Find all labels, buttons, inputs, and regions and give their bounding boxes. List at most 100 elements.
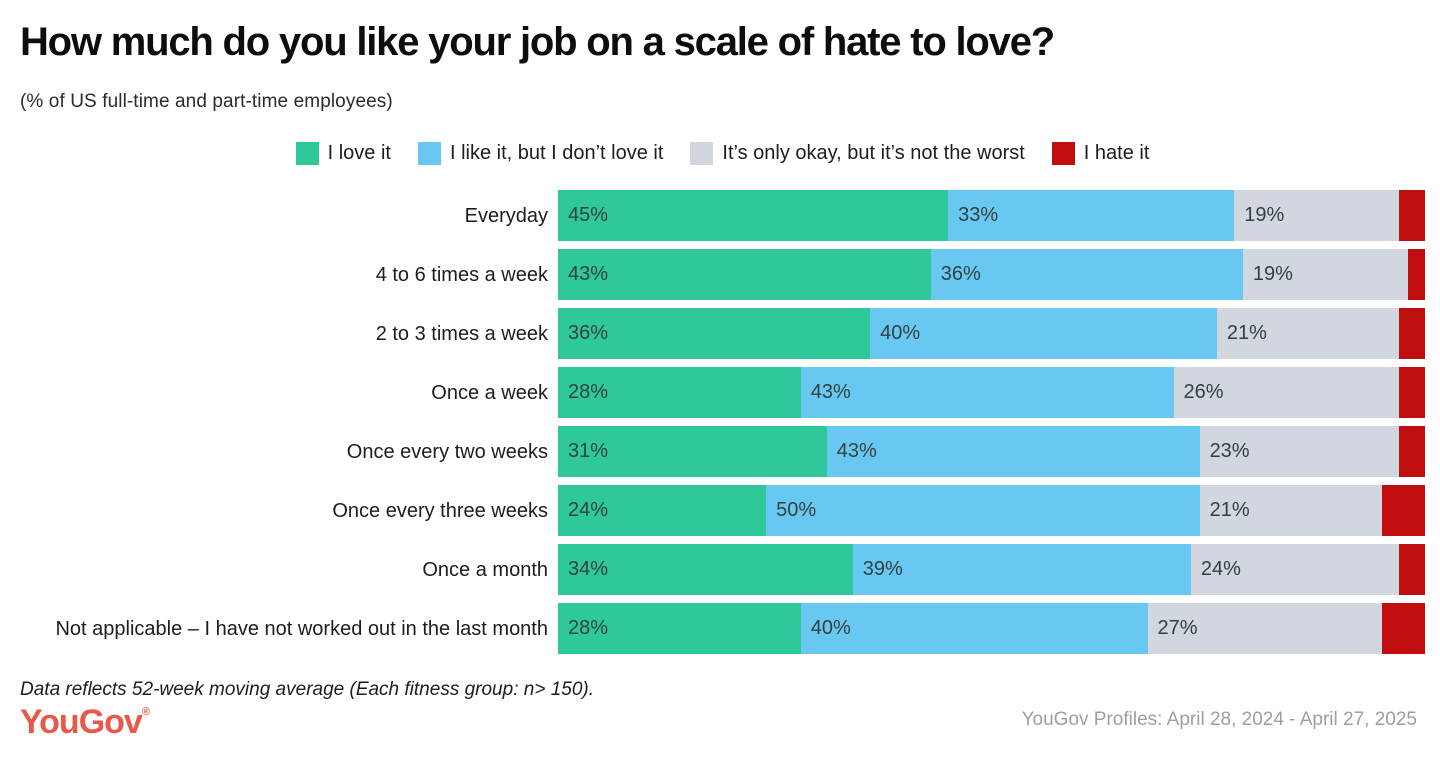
bar-segment-only-okay: 24% bbox=[1190, 544, 1399, 595]
chart-row: Once every two weeks 31% 43% 23% bbox=[20, 426, 1425, 477]
category-label: Once every two weeks bbox=[346, 440, 548, 463]
bar-segment-hate-it bbox=[1398, 426, 1425, 477]
yougov-logo: YouGov® bbox=[20, 703, 150, 741]
bar-value-label: 34% bbox=[568, 558, 609, 580]
bar-segment-hate-it bbox=[1398, 308, 1425, 359]
bar-value-label: 28% bbox=[568, 617, 609, 639]
bar-segment-hate-it bbox=[1398, 190, 1425, 241]
legend: I love it I like it, but I don’t love it… bbox=[20, 142, 1425, 165]
legend-swatch-like-it bbox=[417, 142, 441, 165]
legend-swatch-only-okay bbox=[690, 142, 714, 165]
bar-value-label: 40% bbox=[880, 322, 921, 344]
bar-segment-like-it: 43% bbox=[800, 367, 1174, 418]
category-label: Once a month bbox=[422, 558, 548, 581]
bar-segment-love-it: 24% bbox=[558, 485, 767, 536]
category-label: 4 to 6 times a week bbox=[375, 263, 548, 286]
bar-segment-love-it: 28% bbox=[558, 603, 801, 654]
legend-swatch-love-it bbox=[295, 142, 319, 165]
bar-value-label: 27% bbox=[1157, 617, 1198, 639]
bar-value-label: 45% bbox=[568, 204, 609, 226]
source-text: YouGov Profiles: April 28, 2024 - April … bbox=[1021, 709, 1417, 730]
category-label: 2 to 3 times a week bbox=[375, 322, 548, 345]
chart-row: Once a month 34% 39% 24% bbox=[20, 544, 1425, 595]
bar-value-label: 43% bbox=[810, 381, 851, 403]
bar-segment-like-it: 40% bbox=[870, 308, 1217, 359]
bar-value-label: 28% bbox=[568, 381, 609, 403]
stacked-bar: 43% 36% 19% bbox=[558, 249, 1425, 300]
legend-item-only-okay: It’s only okay, but it’s not the worst bbox=[690, 142, 1025, 165]
legend-item-hate-it: I hate it bbox=[1051, 142, 1150, 165]
bar-segment-like-it: 40% bbox=[800, 603, 1148, 654]
footnote: Data reflects 52-week moving average (Ea… bbox=[20, 679, 594, 700]
bar-segment-only-okay: 19% bbox=[1242, 249, 1408, 300]
bar-value-label: 21% bbox=[1209, 499, 1250, 521]
bar-value-label: 33% bbox=[958, 204, 999, 226]
stacked-bar: 45% 33% 19% bbox=[558, 190, 1425, 241]
footer: YouGov® YouGov Profiles: April 28, 2024 … bbox=[20, 705, 1425, 739]
bar-value-label: 19% bbox=[1244, 204, 1285, 226]
chart-row: Not applicable – I have not worked out i… bbox=[20, 603, 1425, 654]
bar-segment-only-okay: 27% bbox=[1147, 603, 1382, 654]
stacked-bar: 28% 43% 26% bbox=[558, 367, 1425, 418]
bar-segment-like-it: 36% bbox=[930, 249, 1243, 300]
chart-row: Once a week 28% 43% 26% bbox=[20, 367, 1425, 418]
stacked-bar-chart: Everyday 45% 33% 19% 4 to 6 times a week 43% 3… bbox=[20, 190, 1425, 654]
legend-swatch-hate-it bbox=[1051, 142, 1075, 165]
bar-value-label: 21% bbox=[1226, 322, 1267, 344]
registered-mark: ® bbox=[141, 706, 150, 718]
bar-value-label: 24% bbox=[568, 499, 609, 521]
bar-segment-hate-it bbox=[1398, 544, 1425, 595]
bar-value-label: 31% bbox=[568, 440, 609, 462]
stacked-bar: 36% 40% 21% bbox=[558, 308, 1425, 359]
chart-title: How much do you like your job on a scale… bbox=[20, 20, 1055, 64]
legend-label: I hate it bbox=[1083, 142, 1150, 164]
chart-row: Everyday 45% 33% 19% bbox=[20, 190, 1425, 241]
bar-segment-hate-it bbox=[1381, 485, 1425, 536]
stacked-bar: 24% 50% 21% bbox=[558, 485, 1425, 536]
yougov-logo-text: YouGov bbox=[20, 703, 143, 741]
bar-segment-love-it: 31% bbox=[558, 426, 827, 477]
legend-label: It’s only okay, but it’s not the worst bbox=[722, 142, 1025, 164]
bar-value-label: 36% bbox=[568, 322, 609, 344]
bar-segment-love-it: 36% bbox=[558, 308, 871, 359]
category-label: Everyday bbox=[464, 204, 548, 227]
bar-value-label: 50% bbox=[776, 499, 817, 521]
bar-segment-love-it: 28% bbox=[558, 367, 801, 418]
chart-subtitle: (% of US full-time and part-time employe… bbox=[20, 91, 393, 112]
bar-value-label: 19% bbox=[1252, 263, 1293, 285]
bar-value-label: 36% bbox=[940, 263, 981, 285]
bar-segment-hate-it bbox=[1407, 249, 1425, 300]
stacked-bar: 31% 43% 23% bbox=[558, 426, 1425, 477]
legend-label: I like it, but I don’t love it bbox=[449, 142, 664, 164]
bar-value-label: 26% bbox=[1183, 381, 1224, 403]
category-label: Not applicable – I have not worked out i… bbox=[55, 617, 548, 640]
legend-item-love-it: I love it bbox=[295, 142, 391, 165]
bar-segment-like-it: 43% bbox=[826, 426, 1200, 477]
bar-segment-love-it: 34% bbox=[558, 544, 853, 595]
bar-segment-only-okay: 23% bbox=[1199, 426, 1399, 477]
bar-value-label: 24% bbox=[1200, 558, 1241, 580]
bar-segment-only-okay: 21% bbox=[1199, 485, 1382, 536]
legend-item-like-it: I like it, but I don’t love it bbox=[417, 142, 664, 165]
bar-segment-only-okay: 21% bbox=[1216, 308, 1399, 359]
bar-segment-hate-it bbox=[1381, 603, 1425, 654]
category-label: Once every three weeks bbox=[332, 499, 548, 522]
legend-label: I love it bbox=[327, 142, 391, 164]
bar-value-label: 39% bbox=[862, 558, 903, 580]
bar-value-label: 23% bbox=[1209, 440, 1250, 462]
bar-segment-only-okay: 26% bbox=[1173, 367, 1399, 418]
bar-segment-hate-it bbox=[1398, 367, 1425, 418]
chart-row: 2 to 3 times a week 36% 40% 21% bbox=[20, 308, 1425, 359]
bar-value-label: 40% bbox=[810, 617, 851, 639]
stacked-bar: 28% 40% 27% bbox=[558, 603, 1425, 654]
bar-segment-love-it: 43% bbox=[558, 249, 931, 300]
category-label: Once a week bbox=[431, 381, 548, 404]
bar-segment-like-it: 33% bbox=[948, 190, 1235, 241]
bar-segment-love-it: 45% bbox=[558, 190, 949, 241]
bar-segment-only-okay: 19% bbox=[1234, 190, 1399, 241]
chart-row: 4 to 6 times a week 43% 36% 19% bbox=[20, 249, 1425, 300]
bar-value-label: 43% bbox=[836, 440, 877, 462]
bar-value-label: 43% bbox=[568, 263, 609, 285]
bar-segment-like-it: 39% bbox=[852, 544, 1191, 595]
